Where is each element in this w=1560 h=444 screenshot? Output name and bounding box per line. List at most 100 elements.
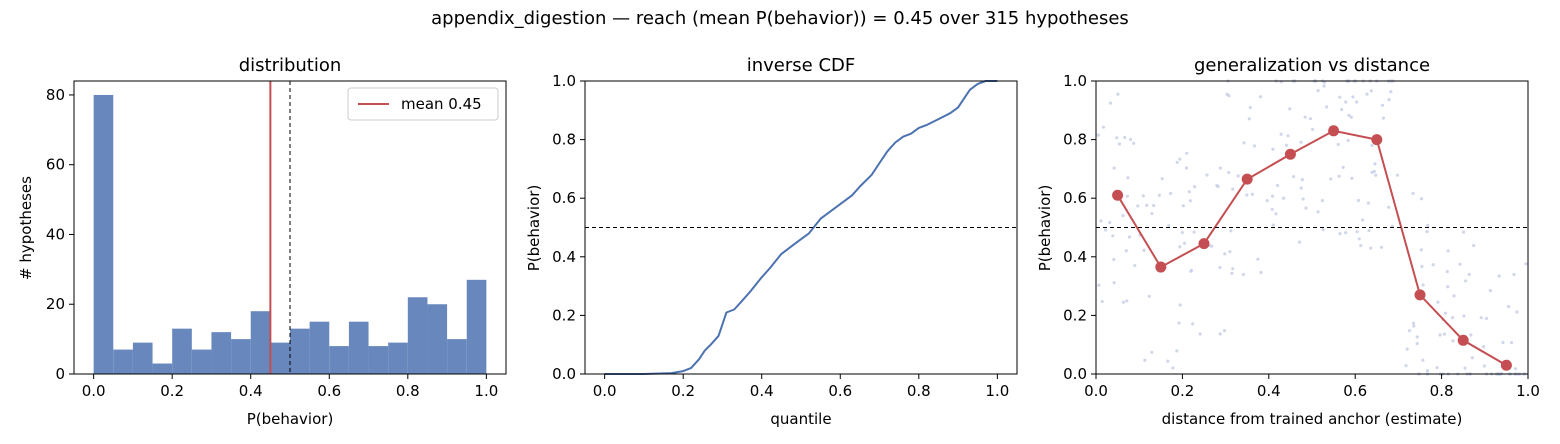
background-point [1379,245,1384,249]
background-point [1281,196,1286,200]
x-tick-label: 0.2 [160,382,184,400]
background-point [1223,252,1227,256]
background-point [1372,169,1376,174]
generalization-point [1328,125,1340,137]
background-point [1387,98,1391,102]
background-point [1169,191,1173,196]
y-tick-label: 1.0 [552,72,576,90]
background-point [1227,94,1231,98]
background-point [1311,127,1315,131]
background-point [1192,230,1196,234]
background-point [1507,304,1511,309]
plot-frame [584,80,1018,375]
background-point [1341,165,1345,169]
background-point [1469,333,1473,337]
background-point [1166,359,1170,363]
y-tick-label: 0.4 [552,248,576,266]
background-point [1464,279,1468,283]
histogram-bar [250,311,271,374]
background-point [1127,235,1132,239]
x-tick-label: 0.4 [239,382,263,400]
background-point [1361,218,1365,222]
background-point [1467,272,1471,276]
background-point [1509,341,1514,345]
background-point [1452,294,1456,298]
histogram-bar [191,349,212,374]
background-point [1250,192,1255,196]
histogram-bar [407,297,428,374]
background-point [1412,324,1416,328]
background-point [1152,203,1156,208]
background-point [1340,107,1344,112]
background-point [1407,329,1412,333]
background-point [1205,173,1209,177]
y-tick-label: 0.6 [552,189,576,207]
background-point [1369,89,1373,93]
histogram-bar [329,346,349,374]
background-point [1329,177,1333,181]
background-point [1387,205,1391,209]
histogram-bar [388,342,408,374]
x-tick-label: 0.4 [1257,382,1281,400]
background-point [1125,194,1130,198]
legend-box [347,87,499,121]
generalization-point [1241,173,1253,185]
background-point [1218,265,1222,270]
background-point [1346,138,1350,143]
background-point [1299,186,1303,190]
x-tick-label: 0.0 [593,382,617,400]
background-point [1337,174,1341,178]
background-point [1484,316,1489,321]
background-point [1419,197,1424,201]
plot-frame [73,80,507,375]
background-point [1147,294,1151,298]
background-point [1369,246,1373,250]
histogram-bar [93,94,114,374]
background-point [1482,345,1486,349]
background-point [1435,366,1439,370]
background-point [1191,322,1195,326]
background-point [1274,212,1278,216]
background-point [1142,248,1146,252]
x-axis-label: P(behavior) [247,410,334,428]
inverse-cdf-line [604,80,998,375]
background-point [1322,84,1326,88]
background-point [1271,147,1275,151]
background-point [1316,210,1320,214]
background-point [1259,270,1263,275]
background-point [1245,193,1249,197]
x-tick-label: 1.0 [474,382,498,400]
background-point [1421,283,1425,287]
histogram-bar [427,304,448,374]
background-point [1150,211,1154,216]
generalization-point [1155,261,1167,273]
background-point [1132,141,1136,145]
generalization-point [1112,189,1124,201]
histogram-bar [466,279,487,374]
background-point [1442,332,1447,336]
x-tick-label: 1.0 [985,382,1009,400]
background-point [1185,151,1189,155]
y-tick-label: 0.8 [1063,131,1087,149]
generalization-line [1116,129,1507,367]
background-point [1128,137,1133,142]
generalization-point [1284,148,1296,160]
background-point [1248,105,1252,110]
histogram-bar [132,342,153,374]
panel-generalization: generalization vs distance distance from… [1036,55,1540,428]
figure-suptitle: appendix_digestion — reach (mean P(behav… [431,8,1129,29]
background-point [1373,162,1377,166]
background-point [1178,157,1182,161]
histogram-bar [231,339,251,374]
background-point [1389,90,1393,94]
background-point [1347,113,1351,117]
background-point [1117,142,1122,146]
background-point [1258,95,1263,99]
plot-frame [1095,80,1529,375]
background-point [1351,95,1355,99]
background-point [1370,143,1374,147]
panel-distribution: distribution P(behavior) # hypotheses 0.… [17,55,507,428]
background-point [1446,285,1450,289]
background-point [1286,134,1290,138]
histogram-bar [211,332,232,374]
